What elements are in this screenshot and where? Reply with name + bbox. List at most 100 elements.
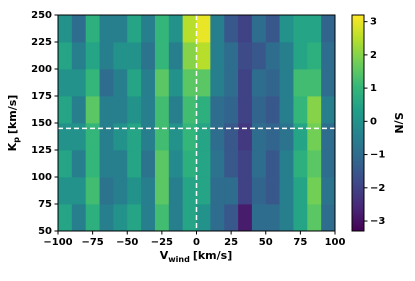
x-tick-label: −25: [151, 237, 173, 248]
heatmap-cell: [251, 123, 267, 151]
colorbar: [351, 14, 365, 232]
heatmap-cell: [321, 177, 336, 205]
heatmap-cell: [251, 177, 267, 205]
heatmap-cell: [321, 69, 336, 97]
heatmap-cell: [265, 42, 280, 70]
heatmap-cell: [279, 123, 294, 151]
heatmap-cell: [224, 204, 239, 232]
heatmap-cell: [127, 69, 142, 97]
heatmap-cell: [265, 96, 280, 124]
heatmap-cell: [196, 177, 211, 205]
heatmap-cell: [127, 15, 142, 43]
heatmap-cell: [113, 96, 128, 124]
heatmap-cell: [127, 96, 142, 124]
heatmap-cell: [293, 177, 308, 205]
colorbar-tick-label: 3: [370, 17, 377, 28]
heatmap-cell: [293, 69, 308, 97]
heatmap-cell: [154, 177, 170, 205]
heatmap-cell: [113, 42, 128, 70]
heatmap-cell: [307, 96, 322, 124]
heatmap-cell: [307, 15, 322, 43]
heatmap-cell: [251, 15, 267, 43]
colorbar-tick-label: 0: [370, 116, 377, 127]
x-tick-label: 0: [193, 237, 200, 248]
heatmap-cell: [210, 15, 225, 43]
heatmap-cell: [238, 96, 253, 124]
heatmap-cell: [141, 42, 156, 70]
y-tick-label: 125: [31, 145, 52, 156]
heatmap-cell: [58, 177, 73, 205]
heatmap-cell: [321, 15, 336, 43]
heatmap-cell: [307, 123, 322, 151]
heatmap-cell: [224, 177, 239, 205]
heatmap-cell: [279, 204, 294, 232]
y-tick-label: 200: [31, 64, 52, 75]
heatmap-cell: [58, 42, 73, 70]
y-label-sub: p: [12, 137, 21, 143]
heatmap-cell: [71, 42, 87, 70]
heatmap-cell: [293, 15, 308, 43]
heatmap-cell: [265, 150, 280, 178]
heatmap-cell: [154, 69, 170, 97]
heatmap-cell: [85, 42, 100, 70]
heatmap-cell: [196, 96, 211, 124]
heatmap-cell: [251, 204, 267, 232]
heatmap-cell: [251, 96, 267, 124]
heatmap-cell: [210, 204, 225, 232]
heatmap-cell: [265, 177, 280, 205]
heatmap-cell: [321, 204, 336, 232]
heatmap-cell: [168, 96, 184, 124]
x-tick-label: 100: [325, 237, 346, 248]
heatmap-cell: [321, 150, 336, 178]
heatmap-cell: [168, 204, 184, 232]
y-tick-label: 75: [38, 199, 52, 210]
heatmap-cell: [182, 123, 197, 151]
heatmap-cell: [196, 204, 211, 232]
heatmap-cell: [279, 96, 294, 124]
heatmap-cell: [113, 204, 128, 232]
heatmap-cell: [99, 150, 114, 178]
heatmap-cell: [154, 15, 170, 43]
heatmap-cell: [58, 69, 73, 97]
heatmap-cell: [127, 150, 142, 178]
heatmap-cell: [238, 123, 253, 151]
heatmap-cell: [85, 123, 100, 151]
heatmap-cell: [182, 204, 197, 232]
x-tick-label: 75: [293, 237, 307, 248]
heatmap-cell: [182, 177, 197, 205]
x-label-main: V: [160, 249, 169, 262]
heatmap-cell: [307, 177, 322, 205]
heatmap-cell: [85, 96, 100, 124]
y-tick-label: 225: [31, 37, 52, 48]
heatmap-cell: [58, 15, 73, 43]
heatmap-cell: [196, 15, 211, 43]
heatmap-cell: [251, 42, 267, 70]
heatmap-cell: [321, 123, 336, 151]
heatmap-cell: [113, 15, 128, 43]
heatmap-cell: [71, 177, 87, 205]
x-tick-label: −50: [116, 237, 138, 248]
heatmap-cell: [168, 177, 184, 205]
heatmap-cell: [127, 123, 142, 151]
heatmap-cell: [168, 15, 184, 43]
y-tick-label: 250: [31, 10, 52, 21]
heatmap-cell: [224, 69, 239, 97]
heatmap-cell: [196, 42, 211, 70]
heatmap-cell: [141, 123, 156, 151]
heatmap-cell: [99, 42, 114, 70]
heatmap-cell: [238, 15, 253, 43]
heatmap-cell: [154, 150, 170, 178]
heatmap-cell: [224, 123, 239, 151]
heatmap-cell: [99, 96, 114, 124]
heatmap-cell: [127, 204, 142, 232]
colorbar-label: S/N: [392, 112, 405, 133]
heatmap-cell: [238, 150, 253, 178]
heatmap-cell: [71, 150, 87, 178]
heatmap-cell: [58, 204, 73, 232]
y-axis-label: Kp [km/s]: [6, 95, 21, 152]
y-label-main: K: [6, 142, 19, 151]
heatmap-cell: [182, 15, 197, 43]
heatmap-cell: [238, 69, 253, 97]
